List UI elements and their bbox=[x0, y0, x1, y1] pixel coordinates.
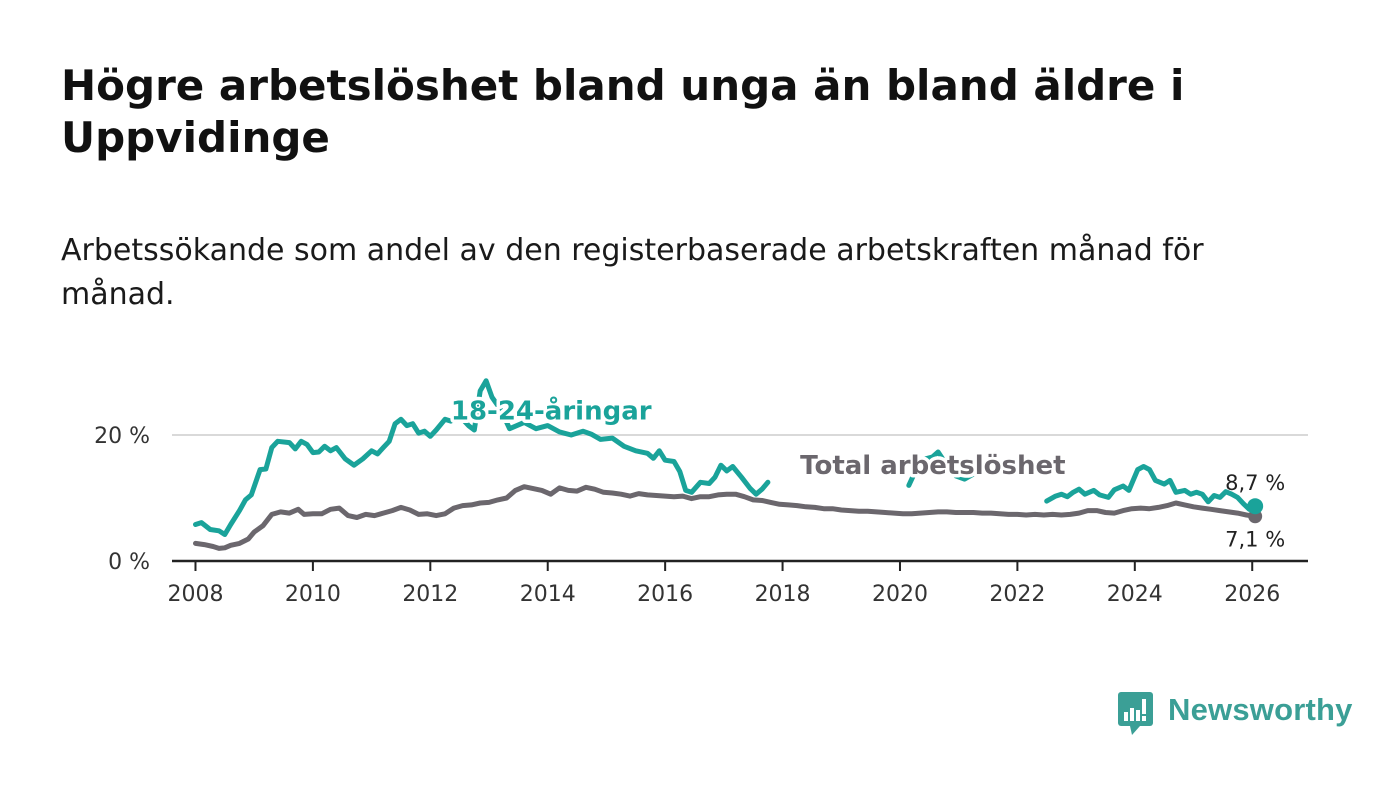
endpoint-18-24 bbox=[1247, 498, 1264, 515]
x-tick-label: 2026 bbox=[1224, 582, 1280, 607]
x-tick-label: 2018 bbox=[755, 582, 811, 607]
x-tick-label: 2014 bbox=[520, 582, 576, 607]
y-tick-label: 0 % bbox=[108, 550, 150, 575]
series-line-18-24 bbox=[193, 378, 771, 537]
x-tick-label: 2016 bbox=[637, 582, 693, 607]
x-tick-label: 2022 bbox=[989, 582, 1045, 607]
series-lines bbox=[193, 378, 1264, 551]
chart-title: Högre arbetslöshet bland unga än bland ä… bbox=[61, 61, 1185, 162]
chart-subtitle: Arbetssökande som andel av den registerb… bbox=[61, 233, 1204, 312]
y-axis-ticks: 0 % 20 % bbox=[94, 424, 150, 575]
series-label-total: Total arbetslöshet bbox=[800, 451, 1065, 481]
series-line-total bbox=[193, 484, 1258, 551]
series-labels: 18-24-åringar Total arbetslöshet 8,7 % 7,1 … bbox=[447, 391, 1285, 552]
x-tick-label: 2024 bbox=[1107, 582, 1163, 607]
y-tick-label: 20 % bbox=[94, 424, 150, 449]
series-label-18-24: 18-24-åringar bbox=[451, 394, 652, 426]
brand-name: Newsworthy bbox=[1168, 692, 1353, 727]
x-tick-label: 2008 bbox=[167, 582, 223, 607]
x-axis: 2008 2010 2012 2014 2016 2018 2020 2022 2024 2026 bbox=[167, 559, 1308, 607]
series-line-18-24 bbox=[1044, 464, 1258, 512]
end-value-label-total: 7,1 % bbox=[1225, 527, 1285, 551]
x-tick-label: 2012 bbox=[402, 582, 458, 607]
bar-chart-logo-icon bbox=[1118, 692, 1153, 735]
x-tick-label: 2010 bbox=[285, 582, 341, 607]
end-value-label-18-24: 8,7 % bbox=[1225, 471, 1285, 495]
x-tick-label: 2020 bbox=[872, 582, 928, 607]
series-line-18-24 bbox=[906, 449, 976, 488]
